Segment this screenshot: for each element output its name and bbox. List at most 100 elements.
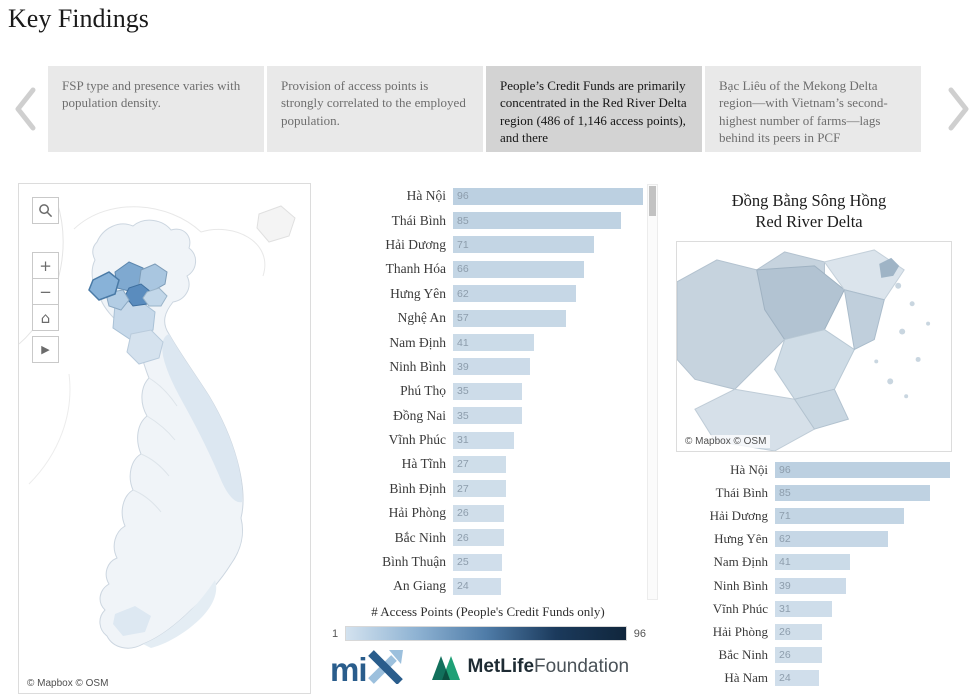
bar-value-label: 24 (779, 672, 791, 685)
bar[interactable]: 27 (453, 480, 506, 498)
vietnam-map[interactable] (19, 184, 310, 693)
bar-row[interactable]: Hải Phòng 26 (663, 620, 955, 643)
bar[interactable]: 41 (775, 554, 850, 571)
carousel-card-3-active[interactable]: People’s Credit Funds are primarily conc… (486, 66, 702, 152)
bar[interactable]: 71 (453, 236, 594, 254)
bar-row[interactable]: Phú Thọ 35 (330, 379, 644, 403)
bar[interactable]: 26 (775, 647, 822, 664)
map-tools-button[interactable]: ▶ (32, 336, 59, 363)
bar[interactable]: 26 (453, 529, 504, 547)
bar-row[interactable]: Vĩnh Phúc 31 (663, 597, 955, 620)
bar-value-label: 85 (457, 214, 469, 227)
bar-row[interactable]: Thái Bình 85 (663, 481, 955, 504)
legend-max-label: 96 (633, 627, 646, 640)
bar-row[interactable]: Hà Nam 24 (663, 667, 955, 690)
legend-min-label: 1 (332, 627, 339, 640)
bar-category-label: Hà Nội (406, 188, 446, 204)
bar[interactable]: 31 (775, 600, 832, 617)
bar[interactable]: 85 (775, 484, 930, 501)
bar-row[interactable]: Bắc Ninh 26 (330, 525, 644, 549)
bar-category-label: Hải Phòng (712, 623, 768, 639)
bar-row[interactable]: Nam Định 41 (663, 551, 955, 574)
bar-category-label: Hưng Yên (390, 285, 446, 301)
bar-row[interactable]: Nam Định 41 (330, 330, 644, 354)
bar-value-label: 85 (779, 486, 791, 499)
metlife-foundation-logo[interactable]: MetLifeFoundation (431, 654, 630, 680)
bar[interactable]: 27 (453, 455, 506, 473)
bar[interactable]: 62 (775, 531, 888, 548)
chart-scrollbar-thumb[interactable] (649, 186, 656, 216)
bar[interactable]: 35 (453, 382, 522, 400)
bar[interactable]: 96 (453, 187, 643, 205)
map-toolbar: + − ⌂ ▶ (32, 197, 59, 363)
map-zoom-out-button[interactable]: − (32, 278, 59, 305)
map-search-button[interactable] (32, 197, 59, 224)
bar-row[interactable]: Hưng Yên 62 (663, 528, 955, 551)
footer-logos: mi MetLifeFoundation (330, 650, 660, 686)
bar-row[interactable]: Hà Nội 96 (663, 458, 955, 481)
bar[interactable]: 24 (775, 670, 819, 687)
bar[interactable]: 39 (453, 358, 530, 376)
bar[interactable]: 96 (775, 461, 950, 478)
bar-category-label: Ninh Bình (389, 358, 446, 374)
bar-row[interactable]: Hưng Yên 62 (330, 282, 644, 306)
bar[interactable]: 39 (775, 577, 846, 594)
bar[interactable]: 31 (453, 431, 514, 449)
carousel-next-icon[interactable] (946, 86, 972, 132)
bar-row[interactable]: Bắc Ninh 26 (663, 644, 955, 667)
bar-row[interactable]: Thái Bình 85 (330, 208, 644, 232)
bar-value-label: 66 (457, 263, 469, 276)
chart-scrollbar[interactable] (647, 184, 658, 600)
map-zoom-in-button[interactable]: + (32, 252, 59, 279)
map-home-button[interactable]: ⌂ (32, 304, 59, 331)
caret-right-icon: ▶ (41, 343, 50, 356)
metlife-foundation-text: Foundation (534, 656, 630, 677)
bar-row[interactable]: Nghệ An 57 (330, 306, 644, 330)
legend-gradient (345, 626, 627, 641)
bar-row[interactable]: Hà Nội 96 (330, 184, 644, 208)
bar-category-label: Vĩnh Phúc (388, 432, 446, 448)
bar-row[interactable]: Ninh Bình 39 (663, 574, 955, 597)
bar-row[interactable]: Bình Thuận 25 (330, 550, 644, 574)
bar-row[interactable]: Ninh Bình 39 (330, 355, 644, 379)
bar-category-label: Hà Nam (724, 670, 768, 686)
bar[interactable]: 71 (775, 507, 904, 524)
bar[interactable]: 41 (453, 334, 534, 352)
bar[interactable]: 85 (453, 212, 621, 230)
region-bar-chart: Hà Nội 96 Thái Bình 85 Hải Dương 71 Hưng Yên 62… (663, 458, 955, 690)
bar-value-label: 39 (457, 360, 469, 373)
map-attribution[interactable]: © Mapbox © OSM (23, 677, 113, 690)
bar[interactable]: 26 (775, 623, 822, 640)
bar-row[interactable]: Thanh Hóa 66 (330, 257, 644, 281)
bar-row[interactable]: Đồng Nai 35 (330, 404, 644, 428)
red-river-delta-map[interactable] (677, 242, 951, 451)
bar[interactable]: 62 (453, 285, 576, 303)
bar-row[interactable]: Vĩnh Phúc 31 (330, 428, 644, 452)
bar[interactable]: 25 (453, 553, 502, 571)
carousel-card-1[interactable]: FSP type and presence varies with popula… (48, 66, 264, 152)
bar[interactable]: 66 (453, 260, 584, 278)
bar-row[interactable]: Hải Dương 71 (330, 233, 644, 257)
bar-value-label: 27 (457, 458, 469, 471)
bar[interactable]: 24 (453, 577, 501, 595)
bar[interactable]: 26 (453, 504, 504, 522)
bar[interactable]: 35 (453, 407, 522, 425)
carousel-prev-icon[interactable] (12, 86, 38, 132)
bar-value-label: 41 (457, 336, 469, 349)
region-map-attribution[interactable]: © Mapbox © OSM (681, 435, 771, 448)
bar-category-label: Thái Bình (715, 484, 768, 500)
bar-row[interactable]: Hà Tĩnh 27 (330, 452, 644, 476)
bar[interactable]: 57 (453, 309, 566, 327)
carousel-card-4[interactable]: Bạc Liêu of the Mekong Delta region—with… (705, 66, 921, 152)
bar-category-label: Hà Nội (730, 461, 768, 477)
bar-category-label: Vĩnh Phúc (712, 600, 768, 616)
bar-row[interactable]: Hải Dương 71 (663, 504, 955, 527)
carousel: FSP type and presence varies with popula… (48, 66, 921, 152)
bar-row[interactable]: Bình Định 27 (330, 477, 644, 501)
carousel-card-2[interactable]: Provision of access points is strongly c… (267, 66, 483, 152)
bar-category-label: Phú Thọ (400, 383, 446, 399)
bar-row[interactable]: An Giang 24 (330, 574, 644, 598)
mix-logo-x-icon (367, 650, 403, 684)
mix-logo[interactable]: mi (330, 650, 403, 686)
bar-row[interactable]: Hải Phòng 26 (330, 501, 644, 525)
